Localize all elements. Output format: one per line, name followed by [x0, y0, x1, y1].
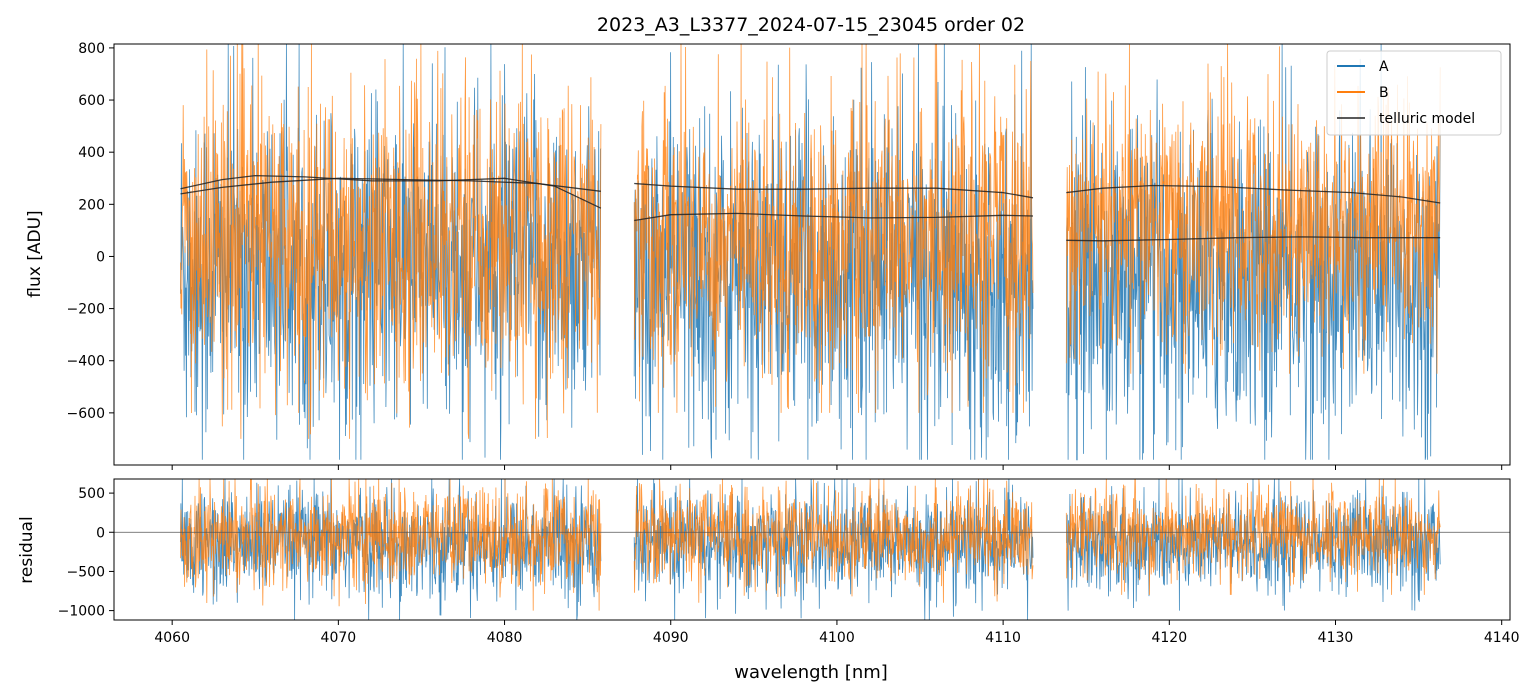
x-tick-label: 4080 — [487, 630, 523, 646]
series-B-segment-1 — [633, 479, 1034, 603]
y-tick-label: −400 — [67, 354, 105, 370]
y-tick-label: 200 — [78, 197, 105, 213]
series-B-segment-0 — [180, 44, 602, 439]
y-tick-label: 800 — [78, 41, 105, 57]
x-tick-label: 4100 — [819, 630, 855, 646]
legend: A B telluric model — [1326, 50, 1502, 136]
x-tick-label: 4140 — [1484, 630, 1520, 646]
y-tick-label: −1000 — [58, 604, 105, 620]
series-B-segment-0 — [180, 479, 602, 611]
legend-label-B: B — [1379, 85, 1389, 101]
plot-clip — [180, 44, 1441, 461]
telluric-model-line-4 — [1066, 184, 1441, 204]
telluric-model-line-5 — [1066, 236, 1441, 242]
x-tick-label: 4060 — [154, 630, 190, 646]
legend-label-telluric: telluric model — [1379, 111, 1475, 127]
telluric-model-line-1 — [180, 177, 601, 195]
top-ylabel: flux [ADU] — [25, 210, 45, 297]
series-B-segment-1 — [633, 44, 1034, 413]
plot-clip — [114, 479, 1510, 620]
axes-frame — [113, 478, 1511, 621]
chart-title: 2023_A3_L3377_2024-07-15_23045 order 02 — [597, 14, 1025, 36]
y-tick-label: 500 — [78, 486, 105, 502]
bottom-ylabel: residual — [17, 516, 37, 583]
y-tick-label: 400 — [78, 145, 105, 161]
x-tick-label: 4110 — [985, 630, 1021, 646]
axes-frame — [113, 43, 1511, 466]
y-tick-label: 0 — [96, 249, 105, 265]
x-tick-label: 4130 — [1318, 630, 1354, 646]
x-tick-label: 4090 — [653, 630, 689, 646]
y-tick-label: −500 — [67, 564, 105, 580]
series-A-segment-2 — [1065, 44, 1441, 461]
series-A-segment-0 — [180, 44, 602, 460]
y-tick-label: −600 — [67, 406, 105, 422]
x-tick-label: 4120 — [1151, 630, 1187, 646]
y-tick-label: 0 — [96, 525, 105, 541]
legend-box — [1326, 50, 1502, 136]
y-tick-label: 600 — [78, 93, 105, 109]
xlabel: wavelength [nm] — [734, 662, 888, 683]
top-plot-area: −600 −400 −200 0 200 400 600 800 — [67, 41, 1511, 470]
legend-label-A: A — [1379, 59, 1389, 75]
y-tick-label: −200 — [67, 302, 105, 318]
bottom-plot-area: −1000 −500 0 500 4060 4070 4080 4090 4100 4110 412… — [58, 478, 1520, 646]
telluric-model-line-3 — [634, 212, 1034, 222]
x-tick-label: 4070 — [321, 630, 357, 646]
telluric-model-line-2 — [634, 182, 1034, 199]
